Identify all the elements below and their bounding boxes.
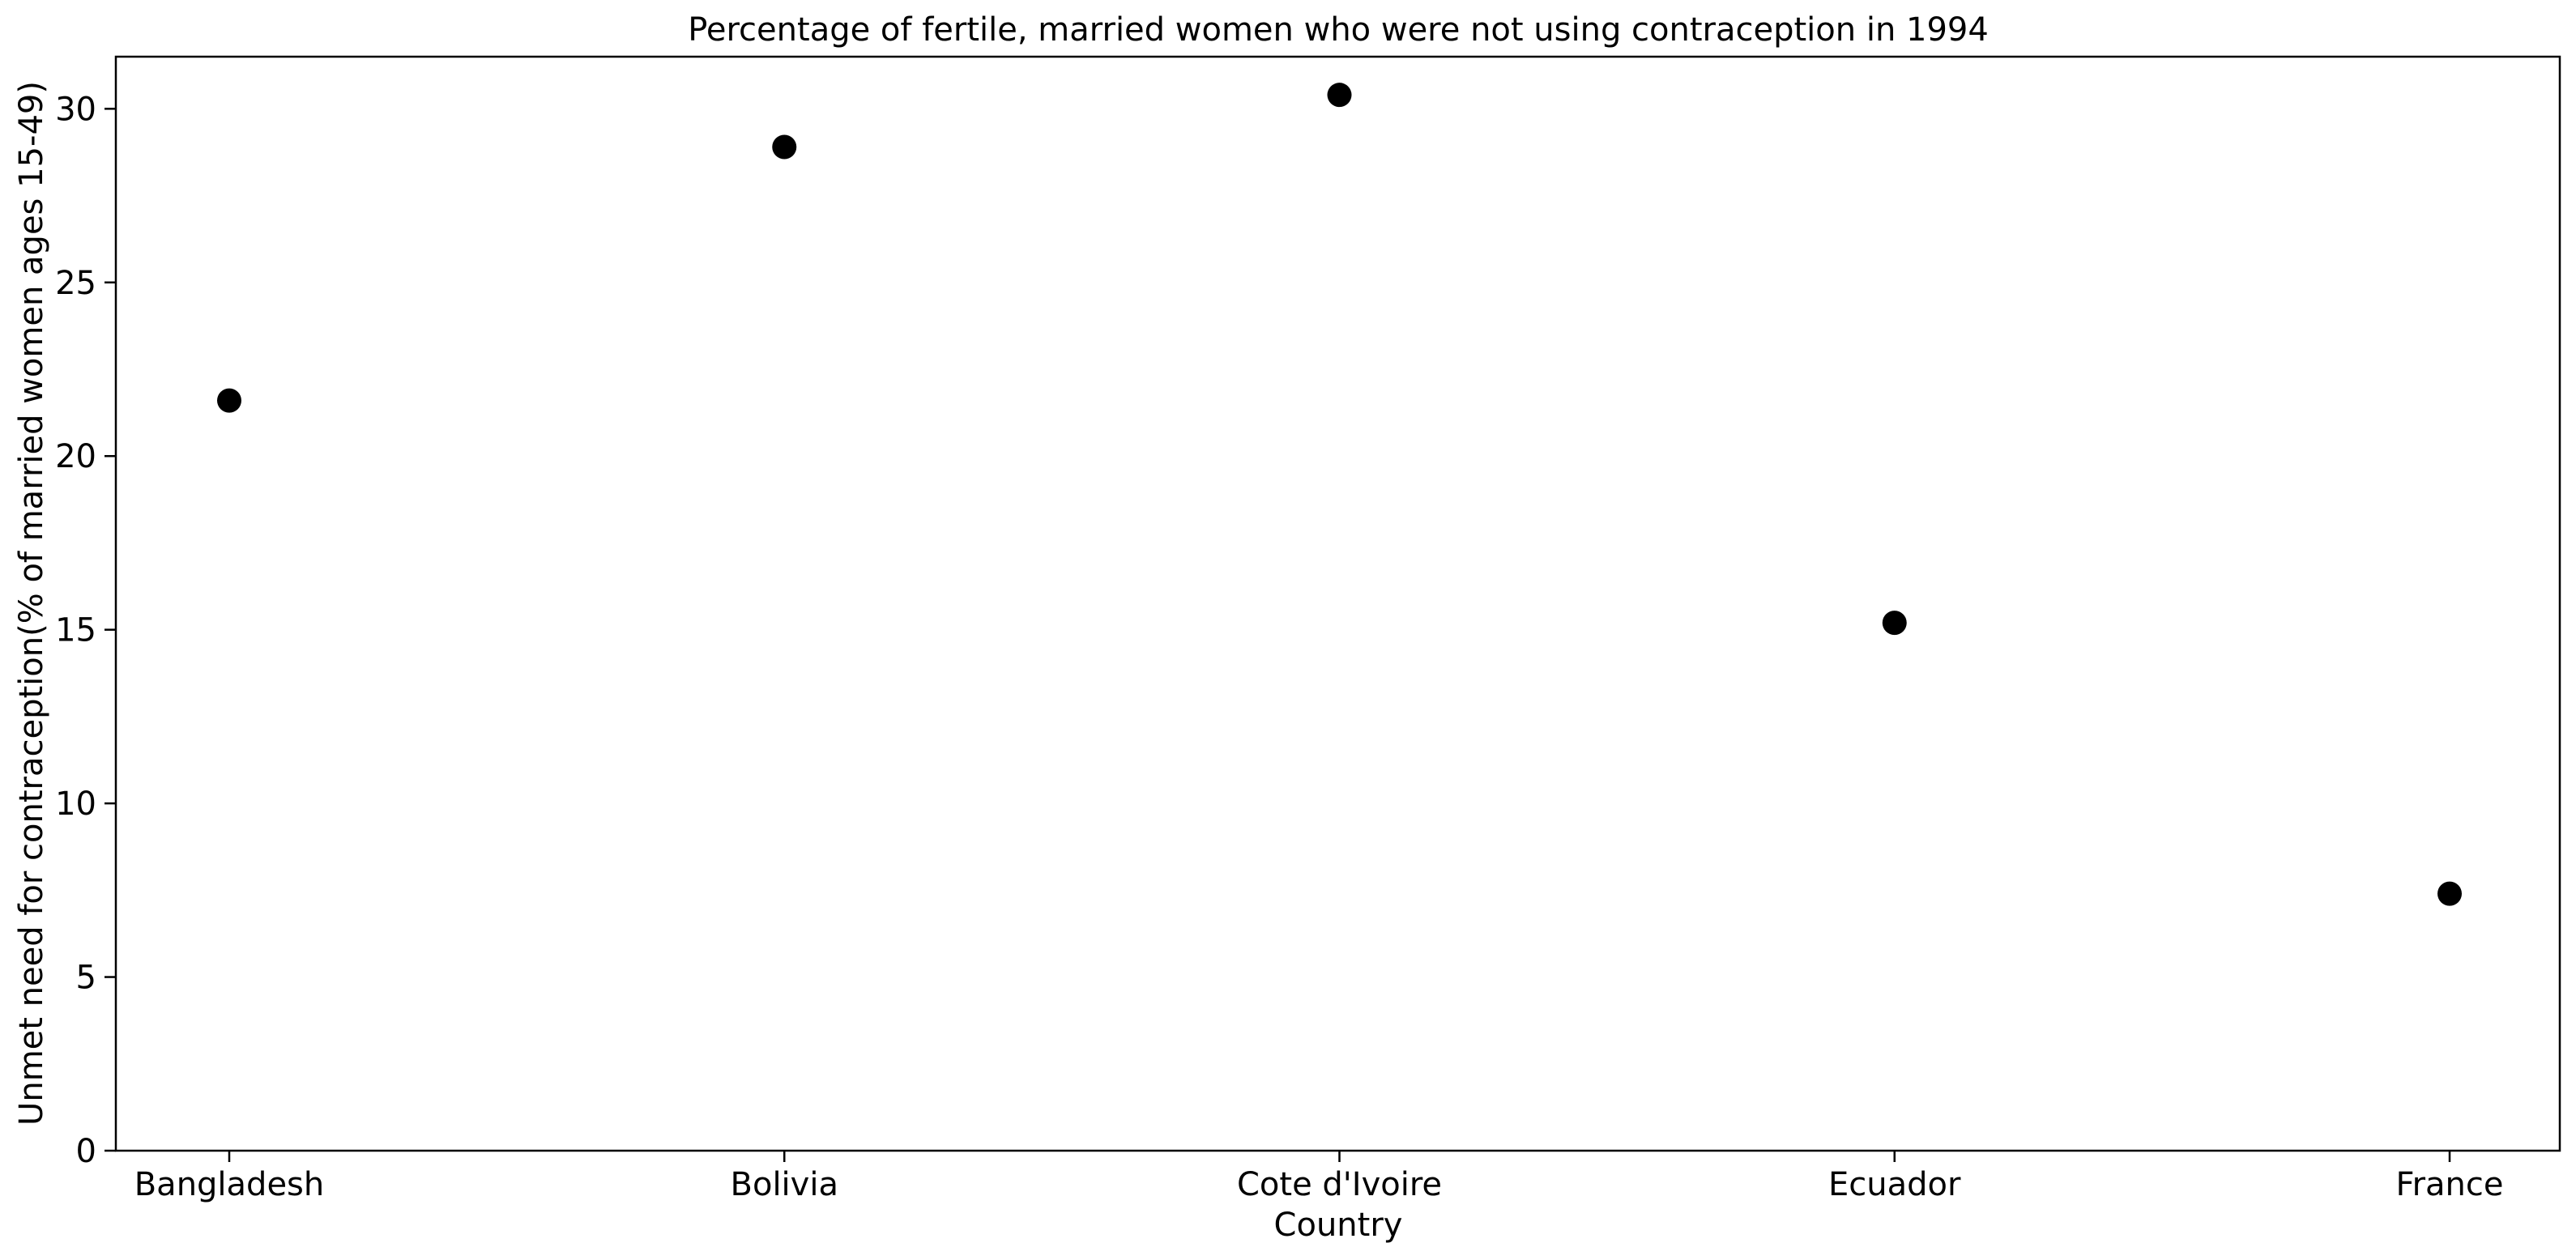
data-point-ecuador [1882,611,1907,636]
chart-title: Percentage of fertile, married women who… [688,11,1989,49]
x-tick-label: Bangladesh [134,1166,325,1203]
plot-frame [114,55,2561,1152]
y-tick-label: 5 [76,960,96,997]
data-point-bangladesh [217,388,241,413]
y-tick-label: 0 [76,1133,96,1170]
y-axis-label: Unmet need for contraception(% of marrie… [13,81,50,1126]
y-tick-label: 15 [55,612,96,649]
x-tick-label: France [2395,1166,2503,1203]
data-point-bolivia [772,134,797,160]
y-tick-label: 30 [55,91,96,128]
x-axis-label: Country [1274,1207,1403,1244]
x-tick-label: Ecuador [1828,1166,1961,1203]
x-tick-label: Bolivia [731,1166,838,1203]
y-axis: 0 5 10 15 20 25 30 [55,91,116,1170]
data-points [217,83,2462,906]
x-tick-label: Cote d'Ivoire [1237,1166,1442,1203]
x-axis: Bangladesh Bolivia Cote d'Ivoire Ecuador Fra… [134,1151,2504,1203]
data-point-france [2437,881,2462,906]
y-tick-label: 20 [55,438,96,475]
y-tick-label: 25 [55,265,96,302]
y-tick-label: 10 [55,785,96,823]
data-point-cote-d-ivoire [1327,83,1352,108]
